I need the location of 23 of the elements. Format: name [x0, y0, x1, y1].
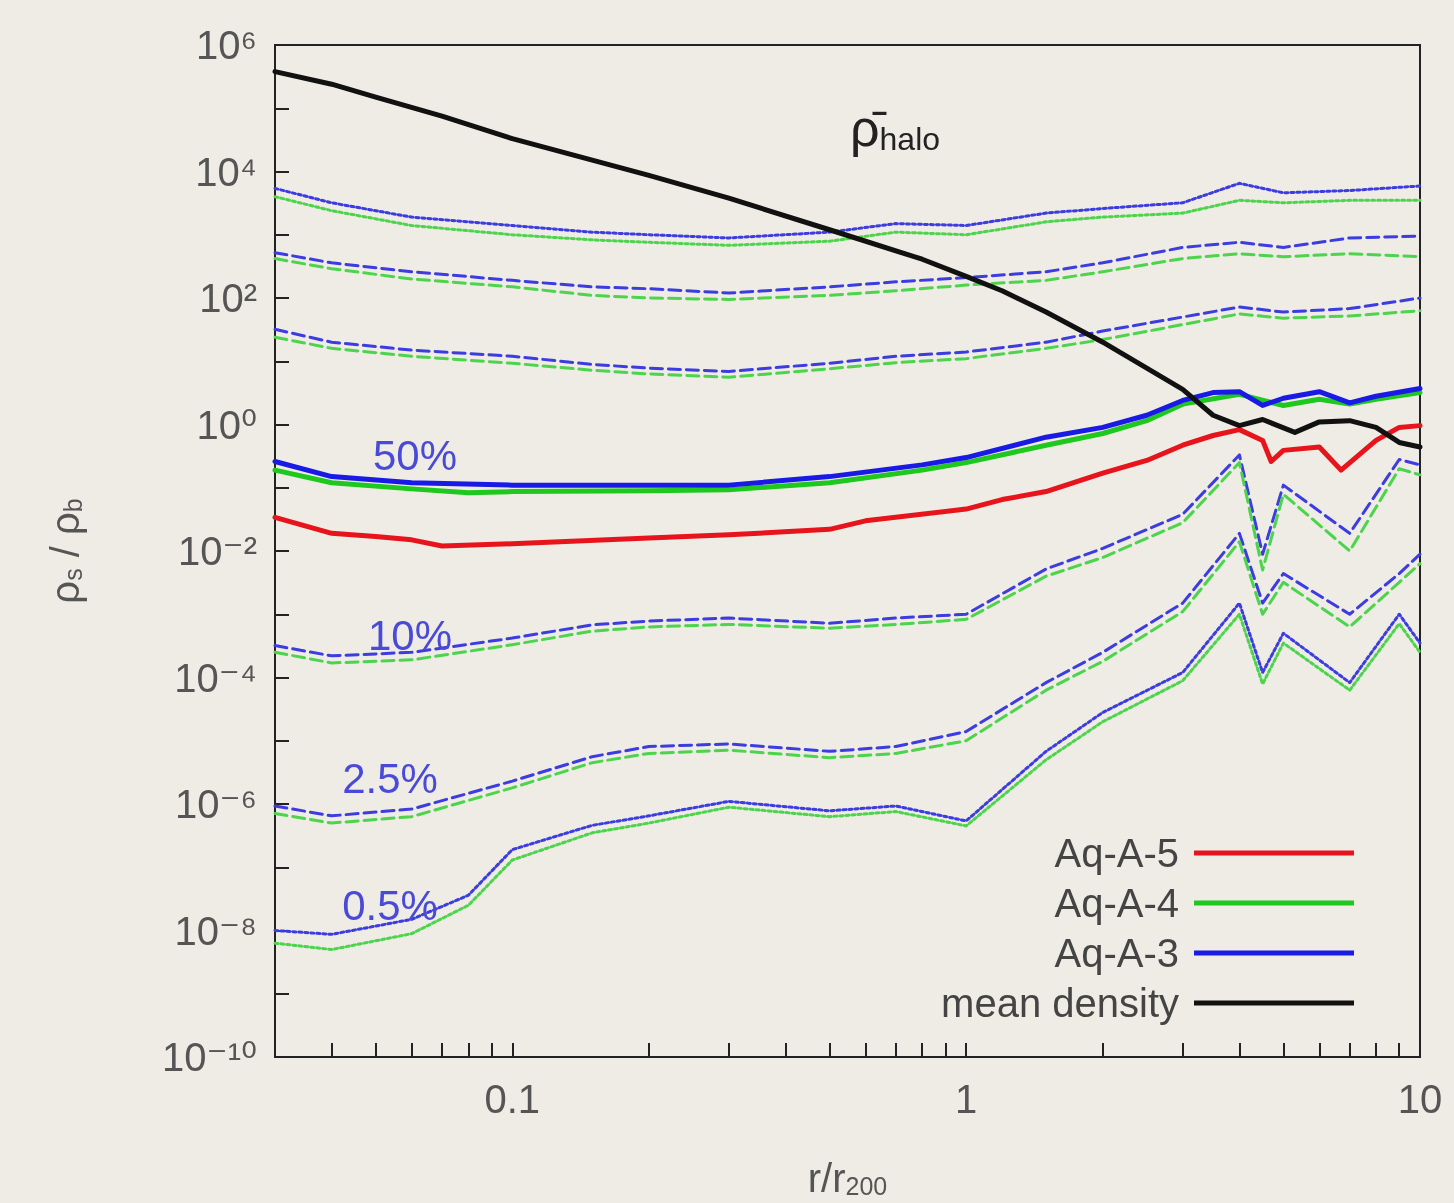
y-tick-label: 10⁰: [196, 402, 257, 447]
y-tick-label: 10⁻⁸: [174, 908, 257, 953]
legend-label: Aq-A-5: [1054, 831, 1179, 875]
annotation: 2.5%: [342, 754, 438, 802]
annotation: 10%: [367, 611, 453, 659]
x-axis-title: r/r200: [807, 1155, 888, 1200]
y-tick-label: 10⁻²: [178, 529, 257, 573]
y-tick-label: 10⁻⁴: [174, 655, 257, 700]
y-tick-label: 10⁴: [195, 149, 257, 194]
x-tick-label: 1: [955, 1077, 978, 1121]
legend-label: Aq-A-4: [1054, 881, 1179, 925]
annotation: 50%: [372, 431, 458, 479]
y-tick-label: 10²: [199, 276, 257, 320]
x-tick-label: 0.1: [484, 1077, 541, 1121]
y-axis-title: ρs / ρb: [42, 498, 87, 604]
y-tick-label: 10⁻¹⁰: [162, 1035, 257, 1079]
x-tick-label: 10: [1397, 1077, 1443, 1121]
legend-label: mean density: [941, 981, 1179, 1025]
legend-label: Aq-A-3: [1054, 931, 1179, 975]
y-tick-label: 10⁻⁶: [174, 782, 257, 826]
y-tick-label: 10⁶: [196, 23, 257, 67]
annotation: 0.5%: [342, 881, 438, 929]
annotation: ρ̄halo: [849, 99, 941, 157]
